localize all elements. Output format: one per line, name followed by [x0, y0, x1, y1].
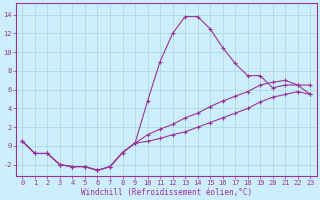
X-axis label: Windchill (Refroidissement éolien,°C): Windchill (Refroidissement éolien,°C) [81, 188, 252, 197]
